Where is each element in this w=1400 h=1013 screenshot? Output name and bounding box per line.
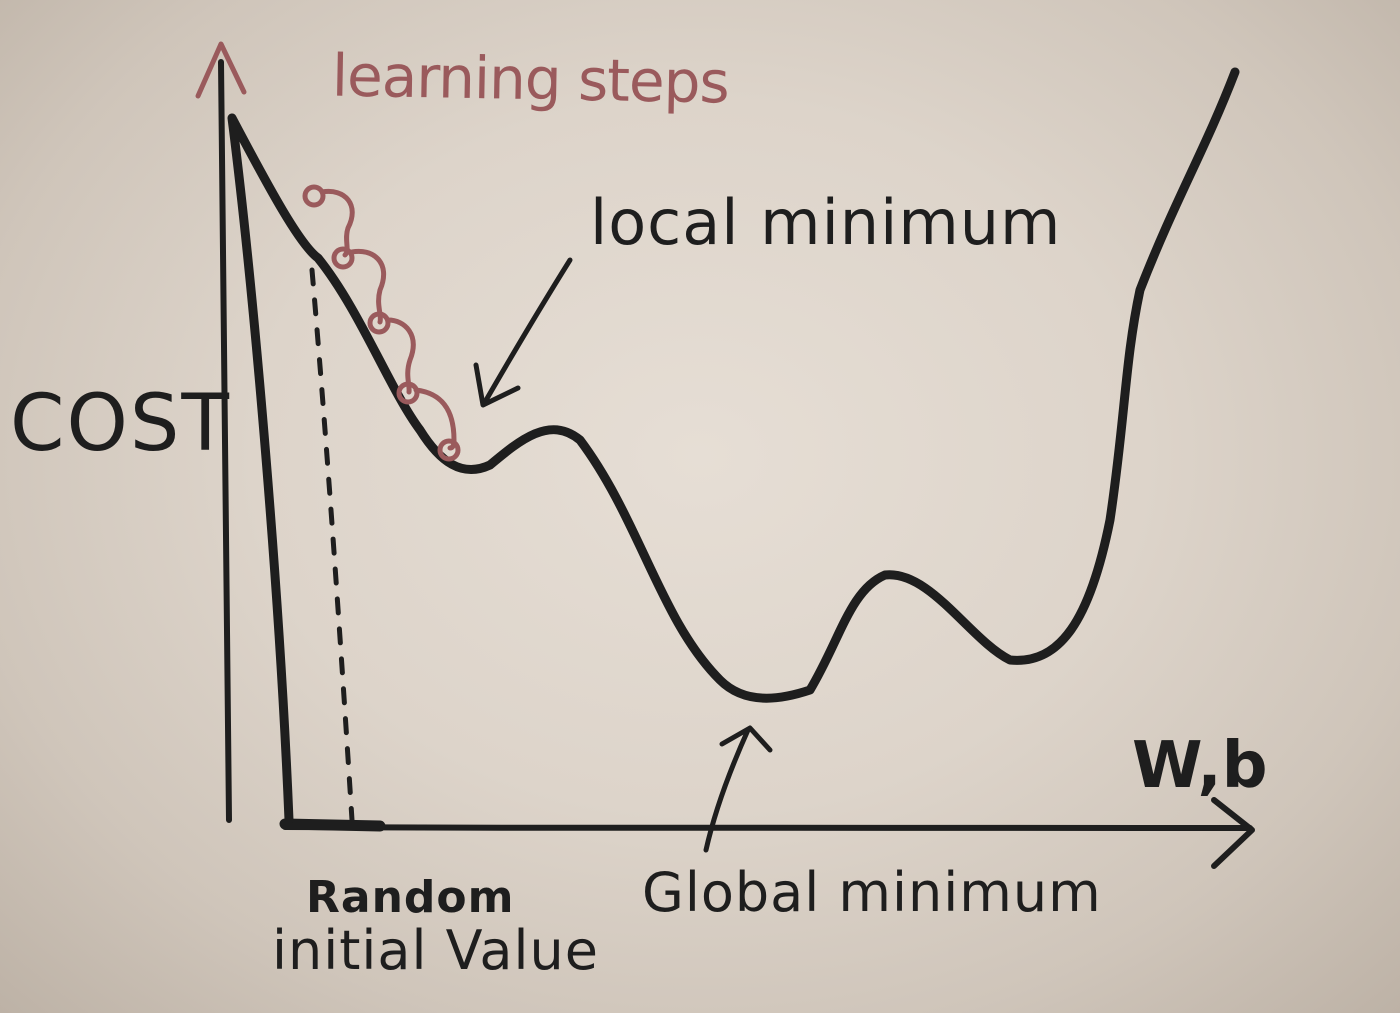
wb-axis-label: W,b [1132,729,1268,803]
cost-curve [227,67,1240,825]
learning-steps-label: learning steps [331,41,730,117]
cost-axis-label: COST [10,379,232,469]
x-axis-arrowhead [1211,797,1255,869]
random-label: Random [306,872,515,923]
initial-value-dotted-line [309,267,355,823]
y-axis-arrowhead [195,41,247,99]
global-minimum-arrowhead [719,725,773,753]
y-axis [218,59,232,823]
local-minimum-arrow [482,257,573,405]
local-minimum-label: local minimum [590,186,1062,259]
local-minimum-arrowhead [473,362,521,408]
global-minimum-label: Global minimum [642,861,1102,924]
x-axis-origin-thick [279,818,386,832]
x-axis [282,824,1253,831]
initial-value-label: initial Value [272,919,599,982]
global-minimum-arrow [703,727,751,853]
learning-steps-path [302,184,461,462]
